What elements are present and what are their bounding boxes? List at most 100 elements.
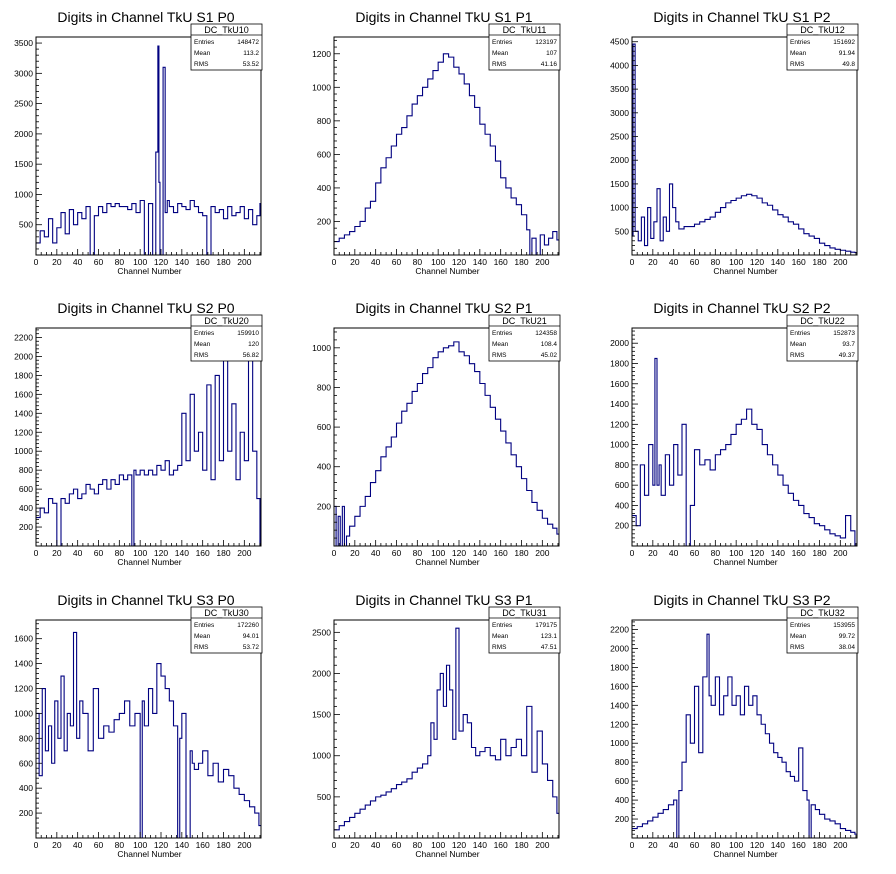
stats-key: Mean: [194, 633, 211, 640]
x-tick-label: 40: [73, 257, 83, 267]
histogram-panel: Digits in Channel TkU S2 P2 0 20 40 60 80 100 1…: [596, 291, 894, 582]
y-tick-label: 2000: [14, 351, 33, 361]
y-tick-label: 500: [615, 226, 629, 236]
histogram-panel: Digits in Channel TkU S3 P2 0 20 40 60 80 100 1…: [596, 583, 894, 874]
x-tick-label: 40: [371, 840, 381, 850]
stats-key: RMS: [790, 644, 805, 651]
histogram-panel: Digits in Channel TkU S1 P2 0 20 40 60 80 100 1…: [596, 0, 894, 291]
stats-box: DC_TkU30 Entries 172260 Mean 94.01 RMS 53.72: [190, 606, 263, 654]
histogram-panel: Digits in Channel TkU S3 P1 0 20 40 60 80 100 1…: [298, 583, 596, 874]
x-tick-label: 60: [94, 548, 104, 558]
y-tick-label: 1000: [312, 751, 331, 761]
x-tick-label: 140: [771, 840, 785, 850]
stats-key: Mean: [194, 50, 211, 57]
y-tick-label: 3000: [14, 68, 33, 78]
x-tick-label: 140: [473, 840, 487, 850]
plot-frame: [333, 36, 560, 256]
stats-value: 47.51: [541, 644, 558, 651]
y-tick-label: 800: [317, 116, 331, 126]
x-tick-label: 60: [690, 548, 700, 558]
x-tick-label: 20: [350, 548, 360, 558]
x-tick-label: 140: [473, 548, 487, 558]
stats-value: 53.52: [243, 61, 260, 68]
y-tick-label: 1500: [610, 179, 629, 189]
x-tick-label: 160: [196, 840, 210, 850]
stats-key: RMS: [492, 644, 507, 651]
plot-frame: [333, 619, 560, 839]
y-tick-label: 1000: [14, 189, 33, 199]
x-tick-label: 100: [431, 840, 445, 850]
stats-value: 38.04: [839, 644, 856, 651]
y-tick-label: 1000: [610, 440, 629, 450]
stats-box: DC_TkU20 Entries 159910 Mean 120 RMS 56.82: [190, 314, 263, 362]
x-tick-label: 0: [332, 840, 337, 850]
chart-title: Digits in Channel TkU S1 P2: [653, 9, 830, 25]
y-tick-label: 200: [615, 521, 629, 531]
x-axis-label: Channel Number: [713, 849, 777, 859]
stats-key: Entries: [790, 39, 811, 46]
stats-name: DC_TkU10: [204, 25, 249, 35]
x-tick-label: 160: [494, 840, 508, 850]
y-tick-label: 1800: [610, 662, 629, 672]
x-tick-label: 100: [133, 840, 147, 850]
y-tick-label: 200: [615, 814, 629, 824]
x-tick-label: 40: [73, 548, 83, 558]
x-axis-label: Channel Number: [117, 849, 181, 859]
stats-value: 124358: [535, 330, 557, 337]
x-tick-label: 180: [514, 257, 528, 267]
x-tick-label: 140: [771, 257, 785, 267]
y-tick-label: 2500: [610, 132, 629, 142]
y-tick-label: 1600: [610, 379, 629, 389]
histogram-chart: Digits in Channel TkU S1 P0 0 20 40 60 80 100 1…: [14, 9, 263, 276]
histogram-panel: Digits in Channel TkU S2 P1 0 20 40 60 80 100 1…: [298, 291, 596, 582]
x-tick-label: 200: [237, 548, 251, 558]
x-tick-label: 40: [371, 548, 381, 558]
y-tick-label: 1000: [312, 343, 331, 353]
y-tick-label: 400: [317, 462, 331, 472]
x-tick-label: 140: [175, 548, 189, 558]
stats-value: 99.72: [839, 633, 856, 640]
y-tick-label: 2500: [14, 99, 33, 109]
y-tick-label: 2000: [312, 668, 331, 678]
y-tick-label: 3000: [610, 108, 629, 118]
x-tick-label: 60: [392, 548, 402, 558]
x-tick-label: 20: [52, 257, 62, 267]
x-tick-label: 40: [669, 257, 679, 267]
x-tick-label: 180: [812, 548, 826, 558]
y-tick-label: 1600: [14, 634, 33, 644]
x-tick-label: 120: [452, 257, 466, 267]
y-tick-label: 2000: [610, 643, 629, 653]
stats-value: 152873: [833, 330, 855, 337]
y-tick-label: 800: [19, 733, 33, 743]
stats-name: DC_TkU31: [502, 608, 547, 618]
x-tick-label: 0: [332, 548, 337, 558]
stats-key: Mean: [790, 341, 807, 348]
y-tick-label: 800: [615, 757, 629, 767]
x-tick-label: 120: [154, 840, 168, 850]
stats-value: 53.72: [243, 644, 260, 651]
histogram-series-line: [36, 631, 261, 839]
stats-box: DC_TkU12 Entries 151692 Mean 91.94 RMS 49.8: [786, 23, 859, 71]
y-tick-label: 200: [19, 808, 33, 818]
x-tick-label: 20: [52, 548, 62, 558]
x-axis-label: Channel Number: [415, 557, 479, 567]
x-tick-label: 180: [812, 840, 826, 850]
x-tick-label: 180: [216, 840, 230, 850]
stats-value: 41.16: [541, 61, 558, 68]
chart-title: Digits in Channel TkU S3 P2: [653, 592, 830, 608]
histogram-chart: Digits in Channel TkU S1 P1 0 20 40 60 80 100 1…: [312, 9, 561, 276]
x-tick-label: 60: [392, 840, 402, 850]
stats-value: 153955: [833, 622, 855, 629]
histogram-series-line: [36, 332, 261, 547]
y-tick-label: 2200: [610, 624, 629, 634]
stats-key: Entries: [194, 39, 215, 46]
x-tick-label: 100: [133, 548, 147, 558]
y-tick-label: 1000: [312, 82, 331, 92]
x-tick-label: 100: [133, 257, 147, 267]
histogram-chart: Digits in Channel TkU S2 P0 0 20 40 60 80 100 1…: [14, 300, 263, 567]
x-tick-label: 200: [833, 257, 847, 267]
stats-key: RMS: [492, 352, 507, 359]
y-tick-label: 400: [19, 503, 33, 513]
y-tick-label: 600: [19, 484, 33, 494]
y-tick-label: 1200: [14, 427, 33, 437]
